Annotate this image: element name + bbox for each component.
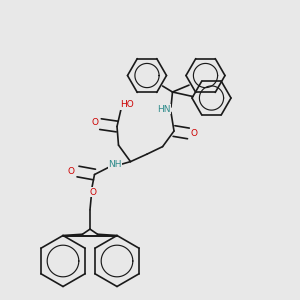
Text: NH: NH	[109, 160, 122, 169]
Text: HO: HO	[120, 100, 134, 109]
Text: O: O	[92, 118, 99, 127]
Text: O: O	[67, 167, 74, 176]
Text: O: O	[190, 129, 197, 138]
Text: HN: HN	[157, 105, 170, 114]
Text: O: O	[89, 188, 97, 197]
